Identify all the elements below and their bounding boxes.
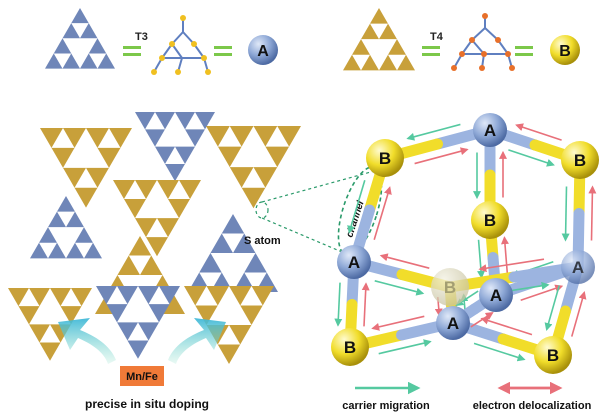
t3-molecule-icon — [153, 18, 209, 73]
electron-arrow — [500, 236, 509, 276]
t4-molecule-atoms — [451, 13, 515, 71]
node-b: B — [366, 139, 404, 177]
electron-arrow — [371, 315, 425, 331]
svg-text:B: B — [574, 151, 586, 170]
s-atom-label: S atom — [244, 235, 281, 247]
caption-doping: precise in situ doping — [85, 397, 209, 411]
t3-label: T3 — [135, 31, 148, 43]
svg-text:B: B — [344, 338, 356, 357]
equals-sign-3 — [422, 46, 440, 56]
cluster-triangle — [40, 128, 132, 208]
svg-text:Mn/Fe: Mn/Fe — [126, 371, 158, 383]
carrier-arrow — [508, 149, 555, 167]
cluster-array — [8, 112, 301, 364]
svg-text:A: A — [447, 314, 459, 333]
carrier-arrow — [374, 280, 425, 296]
svg-text:B: B — [379, 149, 391, 168]
dopant-arrow-left — [58, 318, 116, 364]
node-b: B — [561, 141, 599, 179]
cluster-triangle — [30, 196, 102, 259]
zoom-lines — [255, 169, 379, 253]
carrier-arrow — [561, 186, 570, 242]
electron-arrow — [480, 316, 533, 336]
cluster-triangle — [96, 286, 180, 359]
electron-arrow — [379, 253, 430, 269]
electron-arrow — [414, 147, 469, 165]
legend-electron-label: electron delocalization — [473, 400, 592, 412]
t3-molecule-atoms — [151, 15, 211, 75]
equals-sign-4 — [515, 46, 533, 56]
t4-pyramid-icon — [343, 8, 415, 71]
t4-molecule-icon — [453, 16, 513, 69]
carrier-arrow — [406, 123, 461, 141]
svg-text:B: B — [547, 346, 559, 365]
cluster-triangle — [206, 126, 301, 209]
equals-sign-2 — [214, 46, 232, 56]
node-a: A — [473, 113, 507, 147]
carrier-arrow — [347, 180, 366, 234]
carrier-arrow — [473, 342, 526, 362]
node-a: A — [479, 278, 513, 312]
electron-arrow — [588, 185, 597, 241]
cluster-triangle — [135, 112, 215, 182]
dopant-box: Mn/Fe — [120, 366, 164, 386]
electron-arrow — [478, 258, 545, 273]
legend-carrier-label: carrier migration — [342, 400, 430, 412]
node-b: B — [471, 201, 509, 239]
node-b: B — [534, 336, 572, 374]
cluster-triangle — [8, 288, 92, 361]
carrier-arrow — [544, 285, 561, 331]
svg-text:B: B — [484, 211, 496, 230]
carrier-arrow — [334, 282, 343, 327]
node-a: A — [337, 245, 371, 279]
equals-sign-1 — [123, 46, 141, 56]
svg-text:A: A — [572, 258, 584, 277]
electron-arrow — [470, 312, 494, 328]
carrier-arrow — [477, 239, 486, 279]
carrier-arrow — [378, 339, 432, 355]
electron-arrow — [520, 284, 564, 302]
node-a: A — [436, 306, 470, 340]
electron-arrow — [570, 291, 587, 337]
cluster-triangle — [188, 214, 278, 292]
svg-text:A: A — [484, 121, 496, 140]
top-node-a: A — [248, 35, 278, 65]
t4-label: T4 — [430, 31, 444, 43]
t3-pyramid-icon — [45, 8, 115, 69]
top-node-b: B — [550, 35, 580, 65]
dopant-arrow-right — [168, 318, 226, 364]
node-b: B — [331, 328, 369, 366]
svg-text:A: A — [348, 253, 360, 272]
svg-text:B: B — [444, 278, 456, 297]
node-a: A — [561, 250, 595, 284]
cluster-triangle — [184, 286, 274, 364]
svg-text:A: A — [257, 43, 269, 60]
svg-text:A: A — [490, 286, 502, 305]
electron-arrow — [515, 123, 562, 141]
cluster-triangle — [113, 180, 201, 257]
node-b: B — [431, 268, 469, 306]
svg-text:B: B — [559, 43, 571, 60]
electron-arrow — [361, 282, 370, 327]
electron-arrow — [373, 186, 392, 240]
